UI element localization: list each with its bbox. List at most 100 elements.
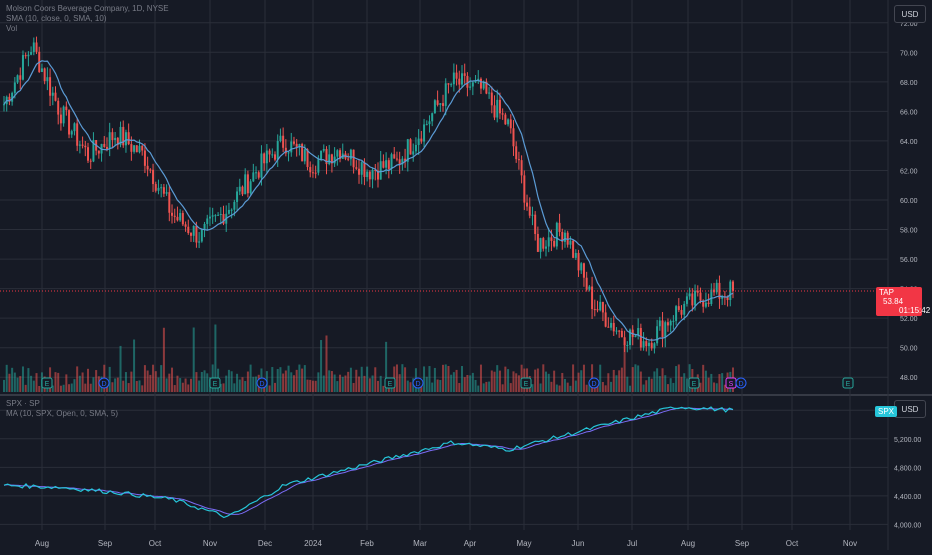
volume-bar — [539, 383, 542, 392]
candle-body — [582, 263, 585, 278]
event-marker-d[interactable]: D — [588, 377, 600, 389]
candle-body — [24, 55, 27, 57]
volume-bar — [5, 364, 8, 392]
volume-bar — [488, 381, 491, 392]
price-tick-label: 56.00 — [900, 257, 918, 264]
volume-bar — [563, 378, 566, 392]
candle-body — [507, 119, 510, 125]
volume-bar — [536, 368, 539, 392]
spx-legend-ma[interactable]: MA (10, SPX, Open, 0, SMA, 5) — [6, 409, 119, 418]
candle-body — [211, 215, 214, 217]
volume-bar — [425, 376, 428, 392]
volume-bar — [227, 369, 230, 392]
volume-bar — [374, 367, 377, 392]
main-legend-ma[interactable]: SMA (10, close, 0, SMA, 10) — [6, 14, 107, 23]
event-marker-e[interactable]: E — [520, 377, 532, 389]
event-marker-d[interactable]: D — [98, 377, 110, 389]
event-marker-d[interactable]: D — [256, 377, 268, 389]
event-marker-e[interactable]: E — [384, 377, 396, 389]
candle-body — [490, 92, 493, 106]
currency-button-main[interactable]: USD — [894, 5, 926, 23]
earnings-marker-shape — [842, 377, 854, 389]
candle-body — [442, 103, 445, 106]
candle-body — [268, 150, 271, 155]
candle-body — [21, 55, 24, 80]
volume-bar — [173, 385, 176, 392]
volume-bar — [566, 382, 569, 392]
volume-bar — [620, 367, 623, 392]
time-tick-label: Sep — [735, 539, 750, 548]
candle-body — [675, 306, 678, 321]
volume-bar — [298, 364, 301, 392]
sma-line — [3, 60, 734, 341]
candle-body — [612, 322, 615, 332]
volume-bar — [65, 374, 68, 392]
candle-body — [550, 237, 553, 241]
volume-bar — [181, 382, 184, 392]
event-marker-e[interactable]: E — [688, 377, 700, 389]
time-tick-label: Jul — [627, 539, 637, 548]
volume-bar — [314, 380, 317, 392]
candle-body — [677, 306, 680, 310]
event-marker-e[interactable]: E — [209, 377, 221, 389]
candle-body — [276, 141, 279, 160]
event-marker-label: E — [846, 381, 851, 388]
candle-body — [694, 290, 697, 306]
volume-bar — [8, 373, 11, 392]
main-legend-title[interactable]: Molson Coors Beverage Company, 1D, NYSE — [6, 4, 169, 13]
spx-badge: SPX — [875, 406, 898, 417]
candle-body — [54, 92, 57, 101]
candle-body — [149, 169, 152, 171]
candle-body — [496, 99, 499, 118]
candle-body — [479, 78, 482, 89]
currency-button-spx[interactable]: USD — [894, 400, 926, 418]
volume-bar — [241, 377, 244, 392]
candle-body — [574, 252, 577, 258]
earnings-marker-shape — [520, 377, 532, 389]
candle-body — [620, 330, 623, 338]
volume-bar — [236, 373, 239, 392]
candle-body — [393, 154, 396, 159]
main-legend-vol[interactable]: Vol — [6, 24, 18, 33]
candle-body — [555, 222, 558, 247]
candle-body — [325, 148, 328, 165]
event-marker-e[interactable]: E — [41, 377, 53, 389]
spx-legend-title[interactable]: SPX · SP — [6, 399, 40, 408]
volume-bar — [282, 373, 285, 392]
event-marker-s[interactable]: S — [725, 377, 737, 389]
candle-body — [691, 293, 694, 306]
volume-bar — [149, 374, 152, 392]
candle-body — [40, 68, 43, 72]
candle-body — [580, 263, 583, 271]
candle-body — [726, 296, 729, 301]
volume-bar — [572, 364, 575, 392]
candle-body — [255, 172, 258, 174]
candle-body — [509, 119, 512, 129]
volume-bar — [677, 364, 680, 392]
volume-bar — [19, 376, 22, 392]
candle-body — [710, 289, 713, 304]
volume-bar — [11, 367, 14, 392]
event-marker-d[interactable]: D — [735, 377, 747, 389]
volume-bar — [569, 385, 572, 392]
volume-bar — [122, 380, 125, 392]
volume-bar — [292, 375, 295, 392]
candle-body — [35, 42, 38, 52]
event-marker-d[interactable]: D — [412, 377, 424, 389]
volume-bar — [555, 384, 558, 392]
candle-body — [78, 144, 81, 146]
volume-bar — [507, 369, 510, 392]
candle-body — [699, 292, 702, 301]
candle-body — [566, 232, 569, 245]
candle-body — [569, 240, 572, 245]
dividend-marker-shape — [412, 377, 424, 389]
candle-body — [73, 123, 76, 132]
volume-bar — [455, 369, 458, 392]
volume-bar — [471, 372, 474, 392]
event-marker-e[interactable]: E — [842, 377, 854, 389]
candle-body — [51, 92, 54, 96]
candle-body — [317, 159, 320, 173]
candle-body — [119, 126, 122, 145]
candle-body — [57, 100, 60, 115]
